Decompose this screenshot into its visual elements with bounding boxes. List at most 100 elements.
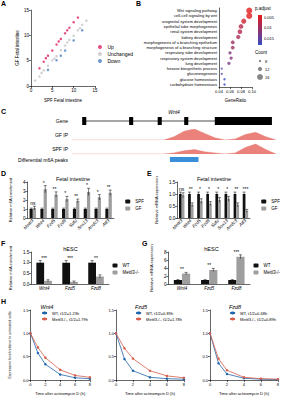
svg-text:Fzd5: Fzd5 [204, 286, 215, 291]
svg-text:16: 16 [265, 75, 270, 80]
svg-text:1.5: 1.5 [108, 308, 114, 313]
svg-text:A: A [1, 0, 6, 7]
svg-text:morphogenesis of a branching s: morphogenesis of a branching structure [147, 45, 218, 50]
svg-text:Time after actinomycin D (h): Time after actinomycin D (h) [125, 391, 176, 396]
svg-text:0.01: 0.01 [264, 25, 273, 30]
svg-text:Wnt4: Wnt4 [34, 218, 45, 229]
svg-text:4: 4 [23, 180, 26, 185]
svg-text:6: 6 [260, 382, 263, 387]
svg-text:ns: ns [30, 200, 36, 206]
svg-text:0.0: 0.0 [23, 282, 30, 287]
svg-text:Fzd5: Fzd5 [135, 304, 148, 310]
svg-text:glucose homeostasis: glucose homeostasis [180, 77, 217, 82]
svg-text:lung development: lung development [185, 61, 217, 66]
svg-text:hESC: hESC [63, 246, 77, 252]
svg-text:8: 8 [277, 382, 280, 387]
svg-text:Wnt4: Wnt4 [41, 304, 54, 310]
svg-text:*: * [97, 189, 99, 195]
svg-text:0: 0 [23, 216, 26, 221]
svg-text:**: ** [207, 262, 211, 268]
svg-text:0: 0 [30, 88, 33, 93]
svg-text:0.005: 0.005 [264, 15, 275, 20]
svg-text:B: B [136, 0, 141, 7]
svg-text:***: *** [233, 249, 239, 255]
svg-text:8: 8 [183, 382, 186, 387]
svg-text:morphogenesis of a branching e: morphogenesis of a branching epithelium [144, 40, 218, 45]
svg-text:Time after actinomycin D (h): Time after actinomycin D (h) [219, 391, 270, 396]
svg-text:**: ** [74, 193, 78, 199]
svg-text:gluconeogenesis: gluconeogenesis [187, 71, 217, 76]
svg-text:*: * [86, 182, 88, 188]
svg-text:*: * [226, 186, 228, 192]
svg-text:8: 8 [164, 250, 167, 255]
svg-text:1.5: 1.5 [169, 180, 176, 185]
svg-text:6: 6 [166, 382, 169, 387]
svg-text:WT, t1/2=1.23h: WT, t1/2=1.23h [52, 311, 79, 316]
svg-text:10: 10 [24, 33, 30, 38]
svg-text:Arrdc3: Arrdc3 [225, 218, 239, 232]
svg-text:10: 10 [71, 88, 77, 93]
svg-text:H: H [1, 298, 6, 305]
svg-text:Count: Count [255, 50, 268, 55]
svg-text:Atf3: Atf3 [237, 218, 247, 228]
svg-text:2: 2 [44, 382, 47, 387]
svg-text:urogenital system development: urogenital system development [162, 19, 218, 24]
svg-text:Wnt4: Wnt4 [177, 286, 188, 291]
svg-text:hESC: hESC [204, 246, 218, 252]
svg-text:Fzd5: Fzd5 [191, 218, 202, 229]
svg-text:*: * [199, 186, 201, 192]
svg-text:Wnt4: Wnt4 [182, 218, 193, 229]
svg-text:*: * [208, 186, 210, 192]
svg-text:1.5: 1.5 [23, 250, 30, 255]
svg-text:15: 15 [92, 88, 98, 93]
svg-text:3: 3 [23, 189, 26, 194]
svg-text:***: *** [41, 255, 47, 261]
svg-text:Up: Up [107, 44, 114, 50]
svg-text:1.0: 1.0 [202, 331, 208, 336]
svg-text:1.0: 1.0 [23, 331, 29, 336]
svg-text:*: * [217, 186, 219, 192]
svg-text:0.04: 0.04 [215, 89, 224, 94]
svg-text:5: 5 [26, 58, 29, 63]
svg-text:Arrdc3: Arrdc3 [86, 218, 100, 232]
svg-text:F: F [1, 240, 6, 247]
svg-text:respiratory system development: respiratory system development [160, 56, 218, 61]
svg-text:SPF IP: SPF IP [52, 146, 69, 152]
svg-text:***: *** [67, 255, 73, 261]
svg-text:Fzd8: Fzd8 [231, 286, 242, 291]
svg-text:carbohydrate homeostasis: carbohydrate homeostasis [170, 82, 217, 87]
svg-text:GF: GF [271, 206, 278, 211]
svg-text:*: * [64, 190, 66, 196]
svg-text:0.06: 0.06 [226, 89, 235, 94]
svg-text:Fzd5: Fzd5 [46, 218, 57, 229]
svg-text:GF: GF [135, 206, 142, 211]
svg-text:Relative m6A enrichment: Relative m6A enrichment [8, 245, 13, 290]
svg-text:4: 4 [149, 382, 152, 387]
svg-text:renal system development: renal system development [170, 29, 218, 34]
svg-text:0.5: 0.5 [108, 354, 114, 359]
svg-text:ns: ns [179, 186, 185, 192]
svg-text:0.0: 0.0 [169, 216, 176, 221]
svg-text:**: ** [234, 186, 238, 192]
svg-text:SPF: SPF [271, 199, 280, 204]
svg-text:Fetal intestine: Fetal intestine [197, 176, 231, 182]
svg-text:6: 6 [74, 382, 77, 387]
svg-text:p.adjust: p.adjust [255, 6, 272, 11]
svg-text:0: 0 [29, 382, 32, 387]
svg-text:cell-cell signaling by wnt: cell-cell signaling by wnt [174, 13, 218, 18]
svg-text:0: 0 [115, 382, 118, 387]
svg-text:Expression level relative to u: Expression level relative to untreated c… [8, 311, 12, 378]
svg-text:12: 12 [265, 67, 270, 72]
svg-text:0.10: 0.10 [248, 89, 257, 94]
svg-text:Atf3: Atf3 [100, 218, 110, 228]
svg-text:SPF: SPF [135, 199, 144, 204]
svg-text:0.5: 0.5 [23, 354, 29, 359]
svg-text:6: 6 [164, 258, 167, 263]
svg-text:*: * [43, 180, 45, 186]
svg-text:0.5: 0.5 [169, 204, 176, 209]
svg-text:0.5: 0.5 [23, 271, 30, 276]
svg-text:5: 5 [51, 88, 54, 93]
svg-text:Fzd8: Fzd8 [56, 218, 67, 229]
svg-text:4: 4 [164, 266, 167, 271]
svg-text:respiratory tube development: respiratory tube development [165, 50, 218, 55]
